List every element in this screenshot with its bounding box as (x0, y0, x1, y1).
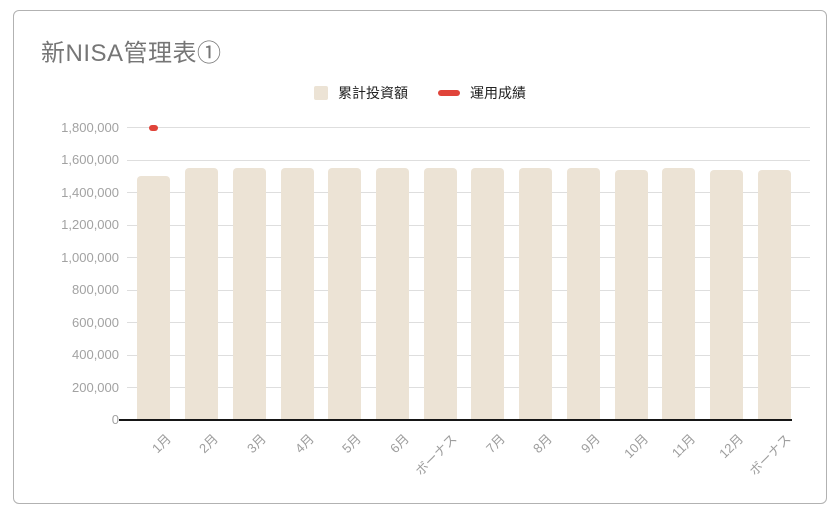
gridline (127, 289, 810, 291)
legend: 累計投資額 運用成績 (14, 84, 826, 102)
chart-title: 新NISA管理表① (41, 40, 222, 67)
x-tick-label: 2月 (196, 431, 222, 457)
bar-3月 (232, 168, 266, 420)
gridline (127, 354, 810, 356)
gridline (127, 387, 810, 388)
legend-label-performance: 運用成績 (470, 85, 526, 101)
bar-2月 (185, 168, 219, 420)
bar-11月 (662, 168, 696, 420)
bar-10月 (614, 169, 648, 420)
bar-1月 (137, 176, 171, 420)
bar-4月 (280, 168, 314, 420)
bar-8月 (519, 168, 553, 420)
x-tick-label: 4月 (291, 431, 317, 457)
gridline (127, 322, 810, 323)
bar-9月 (566, 168, 600, 420)
legend-item-performance[interactable]: 運用成績 (438, 83, 526, 103)
x-tick-label: 7月 (482, 431, 508, 457)
plot-area: 0 200,000 400,000 600,000 800,000 1,000,000 1,… (14, 11, 826, 503)
bar-ボーナス (757, 169, 791, 420)
y-tick-label: 200,000 (72, 379, 119, 395)
bar-5月 (328, 168, 362, 420)
legend-label-invested-total: 累計投資額 (338, 85, 408, 101)
y-tick-label: 1,400,000 (61, 184, 119, 200)
y-tick-label: 400,000 (72, 347, 119, 362)
y-tick-label: 600,000 (72, 314, 119, 330)
x-tick-label: 6月 (387, 431, 413, 457)
line-series-swatch-icon (438, 90, 460, 96)
x-tick-label: ボーナス (412, 431, 460, 479)
x-tick-label: 5月 (339, 431, 365, 457)
bar-7月 (471, 168, 505, 420)
gridline (127, 257, 810, 258)
x-tick-label: 3月 (244, 431, 270, 457)
x-axis-line (119, 419, 792, 421)
bar-ボーナス (423, 168, 457, 420)
y-tick-label: 1,600,000 (61, 152, 119, 167)
gridline (127, 127, 810, 128)
y-tick-label: 1,800,000 (61, 119, 119, 135)
gridline (127, 159, 810, 161)
y-tick-label: 0 (111, 412, 119, 427)
bar-12月 (709, 169, 743, 420)
x-tick-label: 9月 (578, 431, 604, 457)
gridline (127, 224, 810, 226)
y-tick-label: 1,200,000 (61, 217, 119, 232)
x-tick-label: 1月 (148, 431, 174, 457)
bar-6月 (375, 168, 409, 420)
line-point-1月 (149, 124, 159, 131)
legend-item-invested-total[interactable]: 累計投資額 (314, 83, 408, 103)
x-tick-label: 12月 (716, 431, 747, 462)
bar-series-swatch-icon (314, 86, 328, 100)
x-tick-label: 10月 (620, 431, 651, 462)
gridline (127, 192, 810, 193)
x-tick-label: ボーナス (746, 431, 794, 479)
x-tick-label: 8月 (530, 431, 556, 457)
y-tick-label: 1,000,000 (61, 249, 119, 265)
y-tick-label: 800,000 (72, 282, 119, 297)
x-tick-label: 11月 (669, 431, 699, 461)
chart-panel: 新NISA管理表① 累計投資額 運用成績 0 200,000 400,000 600,… (13, 10, 827, 504)
